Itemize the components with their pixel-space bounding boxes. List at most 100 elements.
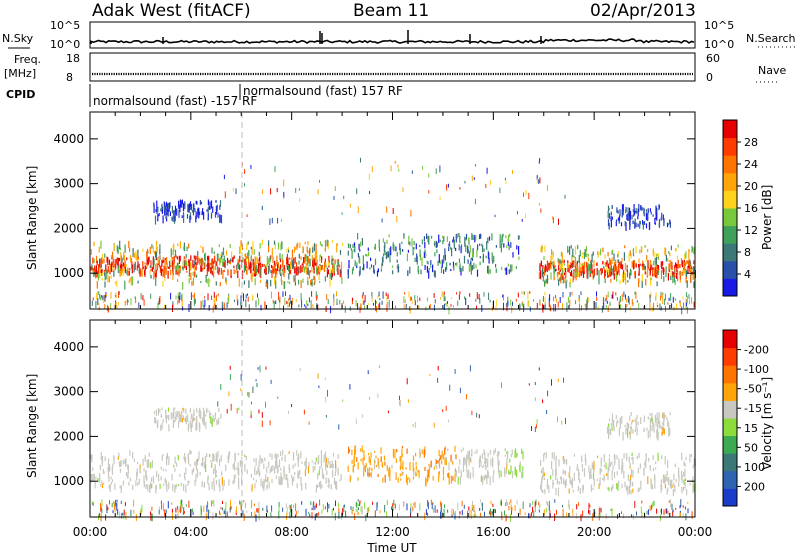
echo-mark — [162, 269, 164, 278]
near-range-mark — [207, 512, 209, 519]
near-range-mark — [386, 511, 388, 517]
echo-mark — [271, 478, 273, 484]
echo-mark — [305, 267, 307, 274]
echo-mark — [177, 411, 179, 416]
echo-mark — [330, 484, 332, 490]
echo-mark — [378, 246, 381, 252]
echo-mark — [394, 449, 396, 454]
near-range-mark — [562, 303, 563, 310]
echo-mark — [216, 455, 218, 463]
echo-mark — [569, 282, 571, 288]
echo-mark — [218, 417, 220, 425]
near-range-mark — [98, 512, 100, 517]
echo-mark — [632, 470, 634, 478]
far-range-mark — [236, 408, 238, 414]
echo-mark — [506, 267, 508, 275]
colorbar-tick-label: -100 — [744, 363, 769, 376]
echo-mark — [320, 265, 322, 271]
near-range-mark — [539, 299, 541, 304]
echo-mark — [581, 263, 583, 267]
echo-mark — [191, 210, 194, 213]
near-range-mark — [647, 509, 649, 515]
echo-mark — [153, 202, 155, 207]
echo-mark — [666, 489, 668, 495]
echo-mark — [616, 471, 618, 476]
echo-mark — [183, 407, 185, 413]
echo-mark — [396, 265, 398, 269]
near-range-mark — [98, 302, 100, 306]
near-range-mark — [588, 509, 589, 514]
echo-mark — [462, 463, 465, 472]
near-range-mark — [528, 300, 530, 307]
near-range-mark — [628, 297, 630, 305]
near-range-mark — [684, 506, 686, 510]
echo-mark — [590, 262, 592, 270]
echo-mark — [657, 270, 659, 275]
near-range-mark — [691, 511, 693, 519]
echo-mark — [110, 476, 112, 480]
far-range-mark — [341, 212, 343, 215]
echo-mark — [553, 273, 555, 278]
near-range-mark — [506, 499, 507, 507]
echo-mark — [311, 254, 313, 260]
echo-mark — [522, 466, 524, 472]
echo-mark — [354, 245, 356, 253]
echo-mark — [540, 480, 542, 486]
echo-mark — [480, 460, 482, 467]
echo-mark — [368, 456, 370, 463]
echo-mark — [443, 269, 445, 274]
echo-mark — [130, 258, 133, 265]
echo-mark — [412, 246, 414, 255]
echo-mark — [505, 235, 507, 239]
echo-mark — [260, 478, 262, 487]
echo-mark — [510, 242, 512, 248]
echo-mark — [616, 207, 618, 213]
near-range-mark — [113, 502, 115, 510]
near-range-mark — [315, 504, 317, 507]
near-range-mark — [306, 303, 308, 307]
echo-mark — [387, 254, 389, 258]
near-range-mark — [461, 510, 463, 516]
echo-mark — [613, 262, 615, 267]
echo-mark — [396, 449, 398, 453]
echo-mark — [471, 233, 473, 240]
echo-mark — [690, 276, 692, 283]
near-range-mark — [567, 296, 569, 303]
echo-mark — [212, 415, 214, 418]
echo-mark — [550, 263, 552, 270]
echo-mark — [153, 270, 155, 279]
echo-mark — [658, 223, 660, 227]
echo-mark — [316, 269, 318, 273]
echo-mark — [158, 264, 160, 268]
echo-mark — [388, 468, 390, 471]
echo-mark — [469, 457, 471, 461]
echo-mark — [163, 268, 165, 276]
echo-mark — [157, 420, 159, 429]
echo-mark — [160, 413, 162, 418]
echo-mark — [161, 407, 163, 410]
echo-mark — [469, 245, 471, 253]
echo-mark — [208, 263, 210, 270]
echo-mark — [137, 280, 139, 284]
far-range-mark — [437, 377, 439, 383]
echo-mark — [193, 413, 195, 416]
echo-mark — [169, 265, 171, 268]
echo-mark — [463, 457, 465, 466]
echo-mark — [327, 241, 329, 250]
echo-mark — [360, 458, 362, 462]
near-range-mark — [589, 504, 591, 507]
echo-mark — [555, 488, 557, 496]
echo-mark — [685, 251, 687, 259]
near-range-mark — [384, 504, 386, 513]
echo-mark — [369, 458, 372, 466]
echo-mark — [324, 248, 326, 252]
near-range-mark — [91, 501, 93, 505]
echo-mark — [218, 407, 220, 412]
echo-mark — [479, 256, 481, 259]
near-range-mark — [549, 294, 551, 301]
near-range-mark — [444, 504, 445, 508]
echo-mark — [556, 478, 558, 485]
echo-mark — [654, 217, 656, 225]
echo-mark — [441, 450, 443, 457]
echo-mark — [573, 260, 575, 268]
